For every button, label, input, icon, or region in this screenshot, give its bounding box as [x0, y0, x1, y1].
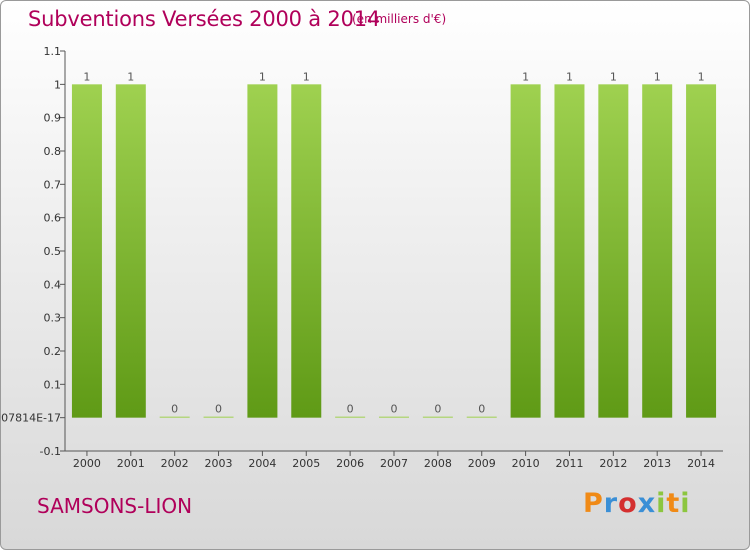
bar-value-label: 0 [171, 403, 178, 416]
bar-value-label: 1 [522, 70, 529, 83]
bar-value-label: 1 [654, 70, 661, 83]
y-tick-label: 1 [54, 78, 61, 91]
bar-value-label: 1 [83, 70, 90, 83]
logo-letter: r [603, 488, 619, 519]
bar-2007[interactable] [379, 416, 409, 418]
y-tick-label: 0.5 [44, 245, 62, 258]
y-tick-label: 0.9 [44, 112, 62, 125]
bar-2008[interactable] [422, 416, 453, 418]
bar-value-label: 0 [478, 403, 485, 416]
y-tick-label: 0.4 [44, 278, 62, 291]
data-labels: 1 1 0 0 1 1 0 0 0 0 1 1 1 1 1 [83, 70, 704, 415]
chart-title: Subventions Versées 2000 à 2014 [28, 7, 381, 31]
x-tick-label: 2007 [380, 457, 408, 470]
y-tick-label: 0.1 [44, 378, 62, 391]
bar-value-label: 1 [610, 70, 617, 83]
bar-value-label: 1 [303, 70, 310, 83]
y-axis: -0.1 1.3877787807814E-17 0.1 0.2 0.3 0.4 0.5 0.… [1, 45, 66, 458]
bar-2013[interactable] [642, 84, 673, 418]
bar-value-label: 1 [566, 70, 573, 83]
y-tick-label: 0.3 [44, 312, 62, 325]
y-tick-label: 0.2 [44, 345, 62, 358]
logo-letter: t [666, 488, 681, 519]
bar-value-label: 1 [259, 70, 266, 83]
y-tick-label: 1.3877787807814E-17 [1, 412, 61, 425]
bar-2014[interactable] [686, 84, 717, 418]
logo-letter: i [680, 488, 691, 519]
x-tick-label: 2003 [205, 457, 233, 470]
bar-2011[interactable] [554, 84, 585, 418]
bar-value-label: 1 [127, 70, 134, 83]
x-axis: 2000 2001 2002 2003 2004 2005 2006 2007 2008 2009… [65, 450, 723, 470]
x-tick-label: 2011 [555, 457, 583, 470]
x-tick-label: 2004 [248, 457, 276, 470]
x-tick-label: 2013 [643, 457, 671, 470]
bar-value-label: 1 [698, 70, 705, 83]
x-tick-label: 2005 [292, 457, 320, 470]
y-tick-label: 0.7 [44, 178, 62, 191]
commune-name: SAMSONS-LION [37, 494, 193, 518]
bar-2009[interactable] [466, 416, 497, 418]
bar-2002[interactable] [159, 416, 190, 418]
bar-value-label: 0 [434, 403, 441, 416]
logo-letter: P [583, 488, 604, 519]
bar-2000[interactable] [71, 84, 102, 418]
bars [71, 84, 717, 418]
x-tick-label: 2009 [468, 457, 496, 470]
x-tick-label: 2010 [512, 457, 540, 470]
logo-letter: x [637, 488, 657, 519]
x-tick-label: 2000 [73, 457, 101, 470]
y-tick-label: 0.6 [44, 212, 62, 225]
bar-2003[interactable] [203, 416, 234, 418]
y-tick-label: 0.8 [44, 145, 62, 158]
logo-letter: i [656, 488, 667, 519]
x-tick-label: 2002 [161, 457, 189, 470]
x-tick-label: 2014 [687, 457, 715, 470]
bar-2012[interactable] [598, 84, 629, 418]
x-tick-label: 2001 [117, 457, 145, 470]
x-tick-label: 2012 [599, 457, 627, 470]
y-tick-label: -0.1 [40, 445, 61, 458]
bar-value-label: 0 [391, 403, 398, 416]
bar-2006[interactable] [335, 416, 366, 418]
y-tick-label: 1.1 [44, 45, 62, 58]
bar-value-label: 0 [215, 403, 222, 416]
x-tick-label: 2008 [424, 457, 452, 470]
unit-label: (en milliers d'€) [352, 12, 447, 26]
bar-2004[interactable] [247, 84, 278, 418]
bar-2005[interactable] [291, 84, 322, 418]
bar-value-label: 0 [347, 403, 354, 416]
proxiti-logo[interactable]: Proxiti [583, 488, 691, 519]
bar-2001[interactable] [115, 84, 146, 418]
bar-2010[interactable] [510, 84, 541, 418]
logo-letter: o [618, 488, 638, 519]
x-tick-label: 2006 [336, 457, 364, 470]
